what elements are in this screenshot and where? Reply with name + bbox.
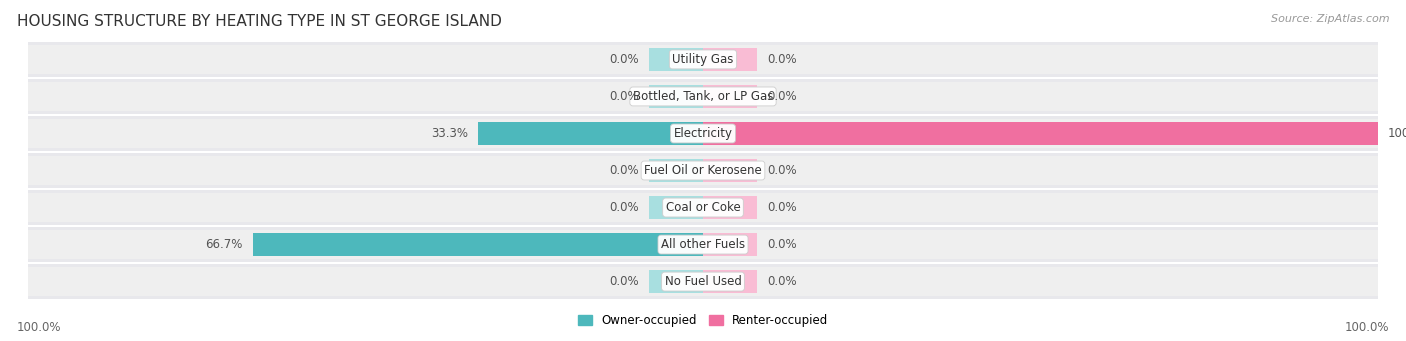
Bar bbox=[703, 270, 756, 293]
Bar bbox=[28, 267, 1378, 296]
Bar bbox=[28, 190, 1378, 225]
Bar bbox=[28, 230, 1378, 260]
Text: 0.0%: 0.0% bbox=[609, 275, 638, 288]
Bar bbox=[28, 116, 1378, 151]
Text: 0.0%: 0.0% bbox=[768, 164, 797, 177]
Text: 66.7%: 66.7% bbox=[205, 238, 243, 251]
Bar bbox=[28, 264, 1378, 299]
Bar bbox=[650, 85, 703, 108]
Text: Fuel Oil or Kerosene: Fuel Oil or Kerosene bbox=[644, 164, 762, 177]
Text: Coal or Coke: Coal or Coke bbox=[665, 201, 741, 214]
Text: 0.0%: 0.0% bbox=[768, 201, 797, 214]
Bar bbox=[703, 48, 756, 71]
Text: HOUSING STRUCTURE BY HEATING TYPE IN ST GEORGE ISLAND: HOUSING STRUCTURE BY HEATING TYPE IN ST … bbox=[17, 14, 502, 29]
Bar bbox=[28, 156, 1378, 185]
Bar bbox=[28, 153, 1378, 188]
Text: Utility Gas: Utility Gas bbox=[672, 53, 734, 66]
Text: Electricity: Electricity bbox=[673, 127, 733, 140]
Bar bbox=[478, 122, 703, 145]
Text: 100.0%: 100.0% bbox=[1344, 321, 1389, 334]
Bar bbox=[703, 196, 756, 219]
Text: 100.0%: 100.0% bbox=[1388, 127, 1406, 140]
Bar bbox=[28, 81, 1378, 111]
Text: No Fuel Used: No Fuel Used bbox=[665, 275, 741, 288]
Bar bbox=[650, 48, 703, 71]
Text: 0.0%: 0.0% bbox=[609, 164, 638, 177]
Bar bbox=[28, 79, 1378, 114]
Bar bbox=[650, 270, 703, 293]
Bar bbox=[28, 193, 1378, 222]
Bar bbox=[703, 85, 756, 108]
Bar bbox=[28, 45, 1378, 74]
Bar bbox=[703, 122, 1378, 145]
Text: 100.0%: 100.0% bbox=[17, 321, 62, 334]
Text: 0.0%: 0.0% bbox=[609, 53, 638, 66]
Bar bbox=[253, 233, 703, 256]
Bar bbox=[650, 159, 703, 182]
Text: 0.0%: 0.0% bbox=[768, 53, 797, 66]
Text: 0.0%: 0.0% bbox=[768, 90, 797, 103]
Bar bbox=[650, 196, 703, 219]
Text: 0.0%: 0.0% bbox=[768, 275, 797, 288]
Bar bbox=[28, 119, 1378, 148]
Bar bbox=[28, 227, 1378, 262]
Text: 0.0%: 0.0% bbox=[609, 90, 638, 103]
Text: Source: ZipAtlas.com: Source: ZipAtlas.com bbox=[1271, 14, 1389, 24]
Text: 0.0%: 0.0% bbox=[609, 201, 638, 214]
Text: All other Fuels: All other Fuels bbox=[661, 238, 745, 251]
Bar bbox=[703, 159, 756, 182]
Bar bbox=[28, 42, 1378, 77]
Legend: Owner-occupied, Renter-occupied: Owner-occupied, Renter-occupied bbox=[572, 309, 834, 332]
Text: 33.3%: 33.3% bbox=[432, 127, 468, 140]
Bar bbox=[703, 233, 756, 256]
Text: 0.0%: 0.0% bbox=[768, 238, 797, 251]
Text: Bottled, Tank, or LP Gas: Bottled, Tank, or LP Gas bbox=[633, 90, 773, 103]
